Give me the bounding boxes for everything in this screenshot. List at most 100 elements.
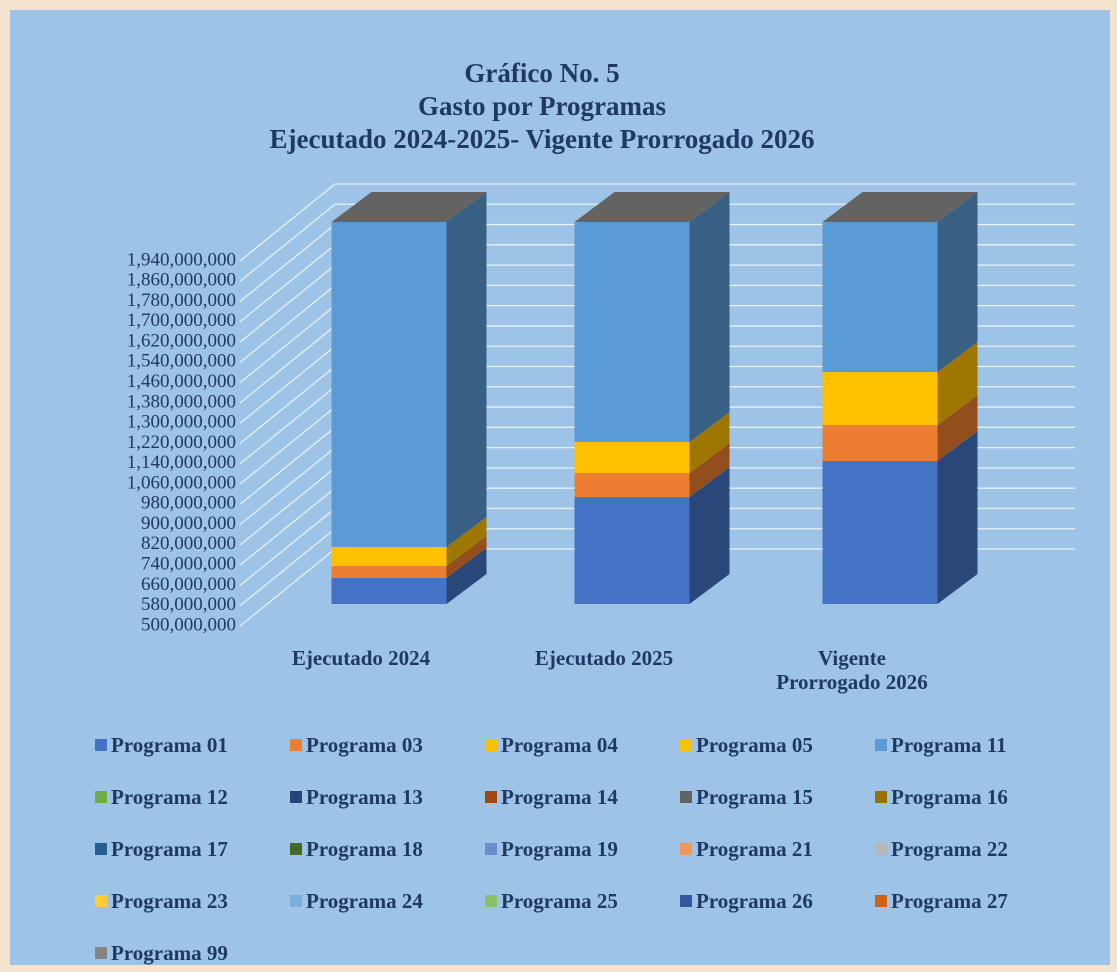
legend-item: Programa 01 xyxy=(95,732,290,758)
bar-side xyxy=(689,192,730,443)
legend-swatch xyxy=(95,947,107,959)
bar-segment xyxy=(331,565,447,578)
y-tick-label: 1,060,000,000 xyxy=(127,472,236,493)
bar-segment xyxy=(574,472,690,498)
bar-side xyxy=(689,442,730,498)
y-tick-label: 1,460,000,000 xyxy=(127,371,236,392)
legend-swatch xyxy=(875,843,887,855)
legend-label: Programa 03 xyxy=(306,732,423,757)
bar-segment xyxy=(574,497,690,604)
legend-swatch xyxy=(290,895,302,907)
bar-top xyxy=(822,192,978,222)
bar-side xyxy=(689,467,730,604)
legend-label: Programa 13 xyxy=(306,784,423,809)
legend-label: Programa 18 xyxy=(306,836,423,861)
y-tick-label: 1,380,000,000 xyxy=(127,391,236,412)
legend-swatch xyxy=(95,739,107,751)
legend-label: Programa 12 xyxy=(111,784,228,809)
legend-swatch xyxy=(485,895,497,907)
bar-segment xyxy=(822,222,938,373)
legend-swatch xyxy=(290,843,302,855)
legend-swatch xyxy=(95,791,107,803)
y-tick-label: 1,140,000,000 xyxy=(127,452,236,473)
legend-label: Programa 05 xyxy=(696,732,813,757)
bar-top xyxy=(574,192,730,222)
legend-label: Programa 19 xyxy=(501,836,618,861)
legend-item: Programa 26 xyxy=(680,888,875,914)
legend-item: Programa 11 xyxy=(875,732,1070,758)
legend-item: Programa 22 xyxy=(875,836,1070,862)
legend-label: Programa 15 xyxy=(696,784,813,809)
legend-label: Programa 11 xyxy=(891,732,1007,757)
bar-side xyxy=(446,516,487,566)
legend-item: Programa 19 xyxy=(485,836,680,862)
bar-segment xyxy=(574,222,690,443)
legend-item: Programa 14 xyxy=(485,784,680,810)
legend-item: Programa 13 xyxy=(290,784,485,810)
legend-swatch xyxy=(290,791,302,803)
bar-segment xyxy=(331,577,447,604)
y-tick-label: 1,700,000,000 xyxy=(127,310,236,331)
x-tick-label: Ejecutado 2024 xyxy=(291,646,431,670)
legend-swatch xyxy=(680,739,692,751)
y-tick-label: 1,220,000,000 xyxy=(127,432,236,453)
y-tick-label: 1,780,000,000 xyxy=(127,290,236,311)
chart-area: Gráfico No. 5 Gasto por Programas Ejecut… xyxy=(10,10,1110,965)
bar-segment xyxy=(331,222,447,547)
bar-side xyxy=(937,395,978,462)
legend-item: Programa 24 xyxy=(290,888,485,914)
legend-item: Programa 18 xyxy=(290,836,485,862)
legend-swatch xyxy=(680,895,692,907)
legend-item: Programa 23 xyxy=(95,888,290,914)
legend-label: Programa 26 xyxy=(696,888,813,913)
legend-label: Programa 04 xyxy=(501,732,618,757)
legend-swatch xyxy=(680,791,692,803)
legend-item: Programa 25 xyxy=(485,888,680,914)
grid-line xyxy=(239,183,1075,262)
chart-title: Gráfico No. 5 xyxy=(464,58,619,88)
legend-label: Programa 21 xyxy=(696,836,813,861)
legend-label: Programa 01 xyxy=(111,732,228,757)
legend-swatch xyxy=(485,843,497,855)
legend-item: Programa 99 xyxy=(95,940,290,966)
y-tick-label: 1,540,000,000 xyxy=(127,351,236,372)
y-tick-label: 660,000,000 xyxy=(141,574,236,595)
bar-top xyxy=(331,192,487,222)
legend-item: Programa 21 xyxy=(680,836,875,862)
legend-swatch xyxy=(485,739,497,751)
grid-line xyxy=(239,203,1075,282)
y-tick-label: 580,000,000 xyxy=(141,594,236,615)
bar-segment xyxy=(574,442,690,473)
bar-side xyxy=(689,412,730,473)
legend-label: Programa 27 xyxy=(891,888,1008,913)
y-tick-label: 740,000,000 xyxy=(141,554,236,575)
legend-swatch xyxy=(875,791,887,803)
legend-swatch xyxy=(290,739,302,751)
bar-side xyxy=(446,547,487,604)
bar-segment xyxy=(822,425,938,462)
bar-segment xyxy=(822,461,938,604)
legend-swatch xyxy=(95,843,107,855)
legend-label: Programa 14 xyxy=(501,784,618,809)
y-tick-label: 500,000,000 xyxy=(141,614,236,635)
y-tick-label: 980,000,000 xyxy=(141,493,236,514)
y-tick-label: 1,940,000,000 xyxy=(127,249,236,270)
legend-item: Programa 04 xyxy=(485,732,680,758)
y-tick-label: 1,620,000,000 xyxy=(127,330,236,351)
legend: Programa 01 Programa 03 Programa 04 Program… xyxy=(95,732,1070,966)
chart: Gráfico No. 5 Gasto por Programas Ejecut… xyxy=(127,58,1075,635)
legend-label: Programa 17 xyxy=(111,836,228,861)
legend-item: Programa 17 xyxy=(95,836,290,862)
legend-label: Programa 22 xyxy=(891,836,1008,861)
y-tick-label: 900,000,000 xyxy=(141,513,236,534)
bar-segment xyxy=(822,372,938,426)
y-tick-label: 820,000,000 xyxy=(141,533,236,554)
legend-item: Programa 03 xyxy=(290,732,485,758)
legend-label: Programa 16 xyxy=(891,784,1008,809)
x-tick-label: Vigente Prorrogado 2026 xyxy=(776,646,928,694)
bar-side xyxy=(937,192,978,373)
chart-title: Gasto por Programas xyxy=(418,91,666,121)
y-tick-label: 1,860,000,000 xyxy=(127,270,236,291)
legend-label: Programa 25 xyxy=(501,888,618,913)
